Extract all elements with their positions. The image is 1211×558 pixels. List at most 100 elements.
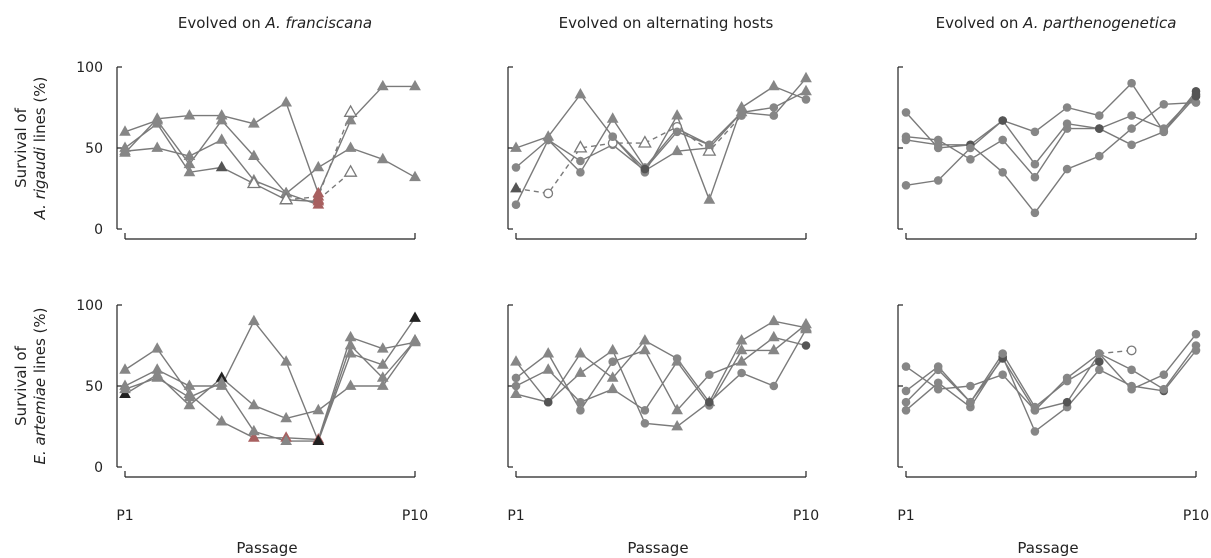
data-point	[248, 424, 260, 436]
data-point	[215, 133, 228, 144]
data-point	[343, 164, 358, 177]
data-point	[376, 79, 389, 91]
y-tick-label: 100	[76, 298, 103, 314]
data-point	[901, 406, 911, 415]
data-point	[312, 160, 325, 172]
y-tick-label: 50	[85, 141, 103, 157]
data-point	[279, 191, 294, 205]
data-point	[183, 390, 196, 402]
data-point	[1095, 111, 1104, 120]
data-point	[800, 71, 812, 83]
panel-r0c0: 0 50 100	[76, 60, 421, 240]
data-point	[344, 330, 357, 342]
data-point	[672, 127, 682, 137]
data-point	[640, 164, 650, 174]
x-axis-label: Passage	[236, 539, 297, 557]
data-point	[1095, 124, 1104, 133]
data-point	[1062, 119, 1072, 128]
data-point	[215, 415, 228, 426]
data-point	[344, 379, 357, 390]
series-line	[905, 349, 1197, 433]
data-point	[1030, 159, 1040, 169]
y-tick-label: 0	[94, 222, 103, 238]
data-point	[1062, 164, 1072, 174]
data-point	[280, 411, 292, 423]
data-point	[409, 311, 421, 322]
data-point	[1062, 376, 1072, 386]
data-point	[280, 434, 292, 445]
data-point	[312, 193, 325, 204]
series-line	[1099, 349, 1132, 355]
series-line	[286, 112, 352, 201]
series-line	[905, 82, 1197, 146]
y-axis-label-species: A. rigaudi	[31, 146, 49, 220]
data-point	[409, 170, 421, 182]
data-point	[671, 403, 683, 415]
data-point	[1127, 365, 1136, 375]
data-point	[543, 188, 554, 199]
data-point	[183, 398, 196, 410]
data-point	[312, 403, 325, 415]
data-point	[705, 140, 714, 150]
data-point	[246, 175, 261, 189]
data-point	[576, 406, 585, 415]
data-point	[510, 387, 522, 398]
series-line	[905, 345, 1197, 412]
column-title-text: Evolved on	[936, 14, 1024, 32]
data-point	[1159, 124, 1169, 133]
data-point	[1030, 127, 1040, 137]
data-point	[606, 371, 619, 382]
data-point	[344, 141, 357, 152]
data-point	[933, 176, 943, 185]
y-axis-label: Survival of A. rigaudi lines (%)	[12, 77, 49, 221]
data-point	[966, 155, 975, 164]
data-point	[606, 343, 619, 355]
data-point	[248, 149, 260, 160]
data-point	[606, 112, 619, 123]
data-point	[1127, 78, 1136, 88]
x-tick-label: P1	[507, 508, 524, 524]
data-point	[640, 419, 650, 428]
data-point	[1159, 100, 1169, 109]
data-point	[966, 397, 975, 407]
data-point	[998, 168, 1007, 177]
data-point	[543, 397, 553, 407]
data-point	[344, 347, 357, 358]
data-point	[510, 355, 522, 366]
panel-r0c1	[507, 66, 812, 240]
row-labels: Survival of A. rigaudi lines (%) Survival …	[12, 77, 49, 465]
data-point	[769, 103, 779, 112]
y-axis-label-unit: lines (%)	[31, 77, 49, 147]
data-point	[767, 314, 780, 326]
data-point	[511, 200, 521, 209]
y-axis-label: Survival of E. artemiae lines (%)	[12, 307, 49, 464]
data-point	[998, 349, 1007, 358]
data-point	[901, 362, 911, 371]
data-point	[933, 140, 943, 150]
data-point	[639, 334, 651, 345]
data-point	[702, 143, 717, 156]
data-point	[344, 114, 357, 125]
data-point	[183, 149, 196, 160]
data-point	[510, 182, 522, 193]
data-point	[998, 370, 1007, 380]
data-point	[183, 109, 196, 120]
data-point	[248, 117, 260, 128]
column-title-text: Evolved on	[178, 14, 266, 32]
series-line	[515, 90, 807, 206]
data-point	[573, 140, 588, 153]
data-point	[1095, 349, 1104, 358]
panel-r1c0: 0 50 100 P1 P10 Passage	[76, 298, 428, 557]
series-line	[515, 320, 807, 404]
data-point	[119, 125, 131, 136]
x-tick-label: P10	[793, 508, 819, 524]
y-tick-label: 100	[76, 60, 103, 76]
series-line	[905, 101, 1197, 214]
data-point	[901, 397, 911, 407]
data-point	[1127, 111, 1136, 120]
data-point	[801, 341, 811, 350]
data-point	[769, 381, 779, 391]
data-point	[576, 156, 585, 166]
data-point	[767, 79, 780, 91]
